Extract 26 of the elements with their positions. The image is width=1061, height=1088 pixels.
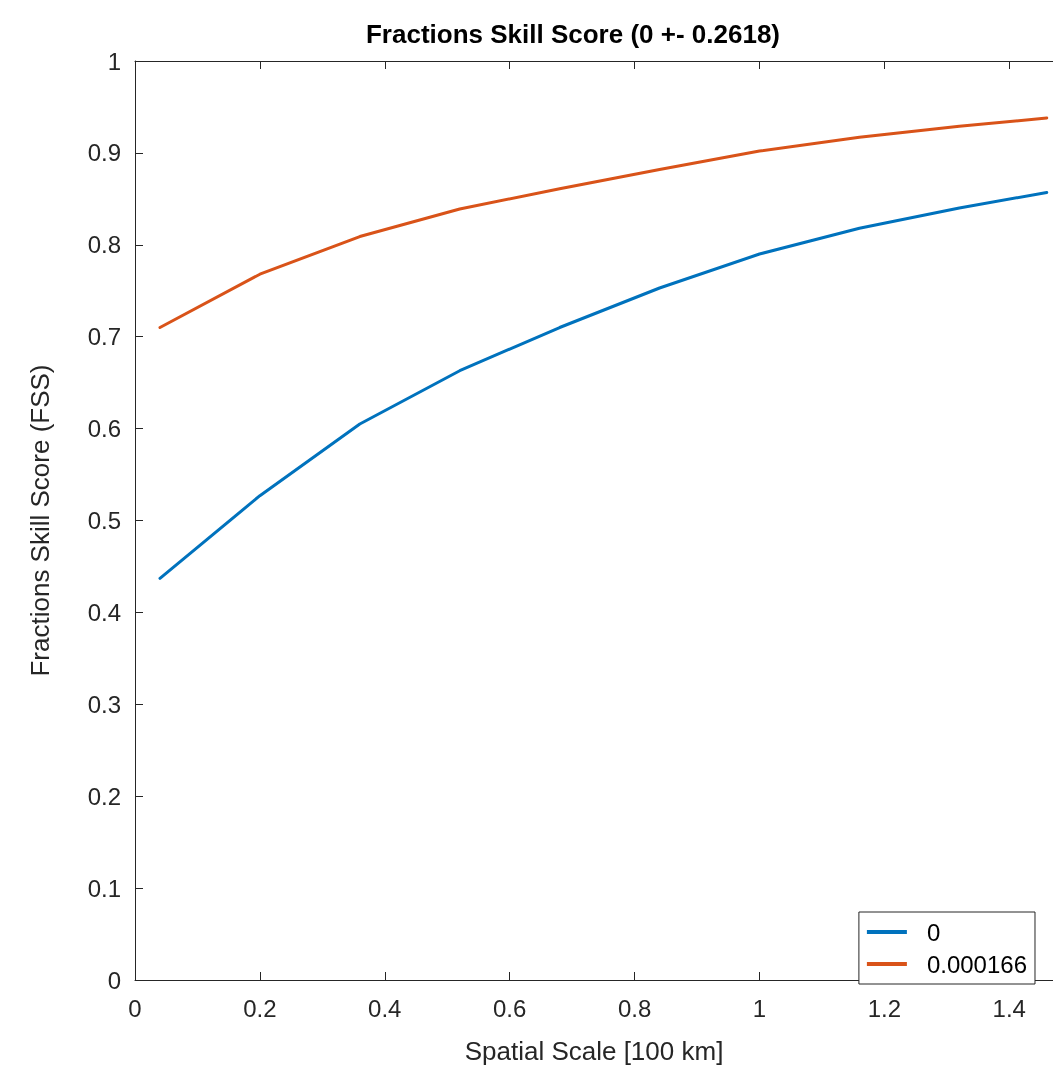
legend-label: 0.000166	[926, 950, 1028, 978]
legend-label: 0	[926, 918, 941, 946]
x-tick-label: 0.4	[368, 994, 402, 1022]
y-tick-label: 0.5	[87, 507, 121, 534]
x-tick-label: 0.2	[243, 994, 277, 1022]
y-tick-label: 1	[107, 47, 121, 75]
x-axis-title: Spatial Scale [100 km]	[464, 1036, 724, 1066]
x-tick-label: 1.4	[992, 994, 1026, 1022]
y-tick-label: 0.7	[87, 323, 121, 351]
y-tick-label: 0.9	[87, 139, 121, 167]
x-tick-label: 0.6	[493, 994, 527, 1022]
y-tick-label: 0.1	[87, 874, 121, 902]
x-tick-label: 1.2	[867, 994, 902, 1022]
y-tick-label: 0.6	[87, 415, 121, 443]
line-series	[158, 190, 1049, 580]
y-tick-label: 0	[107, 966, 121, 994]
x-tick-label: 0	[128, 994, 142, 1022]
x-tick-label: 1	[752, 994, 767, 1022]
y-tick-label: 0.8	[87, 231, 121, 259]
line-series	[158, 116, 1049, 330]
chart-title: Fractions Skill Score (0 +- 0.2618)	[365, 19, 781, 49]
x-tick-label: 0.8	[617, 994, 652, 1022]
y-tick-label: 0.3	[87, 690, 121, 718]
y-tick-label: 0.4	[87, 598, 121, 626]
y-tick-label: 0.2	[87, 782, 121, 810]
y-axis-title: Fractions Skill Score (FSS)	[25, 364, 55, 677]
